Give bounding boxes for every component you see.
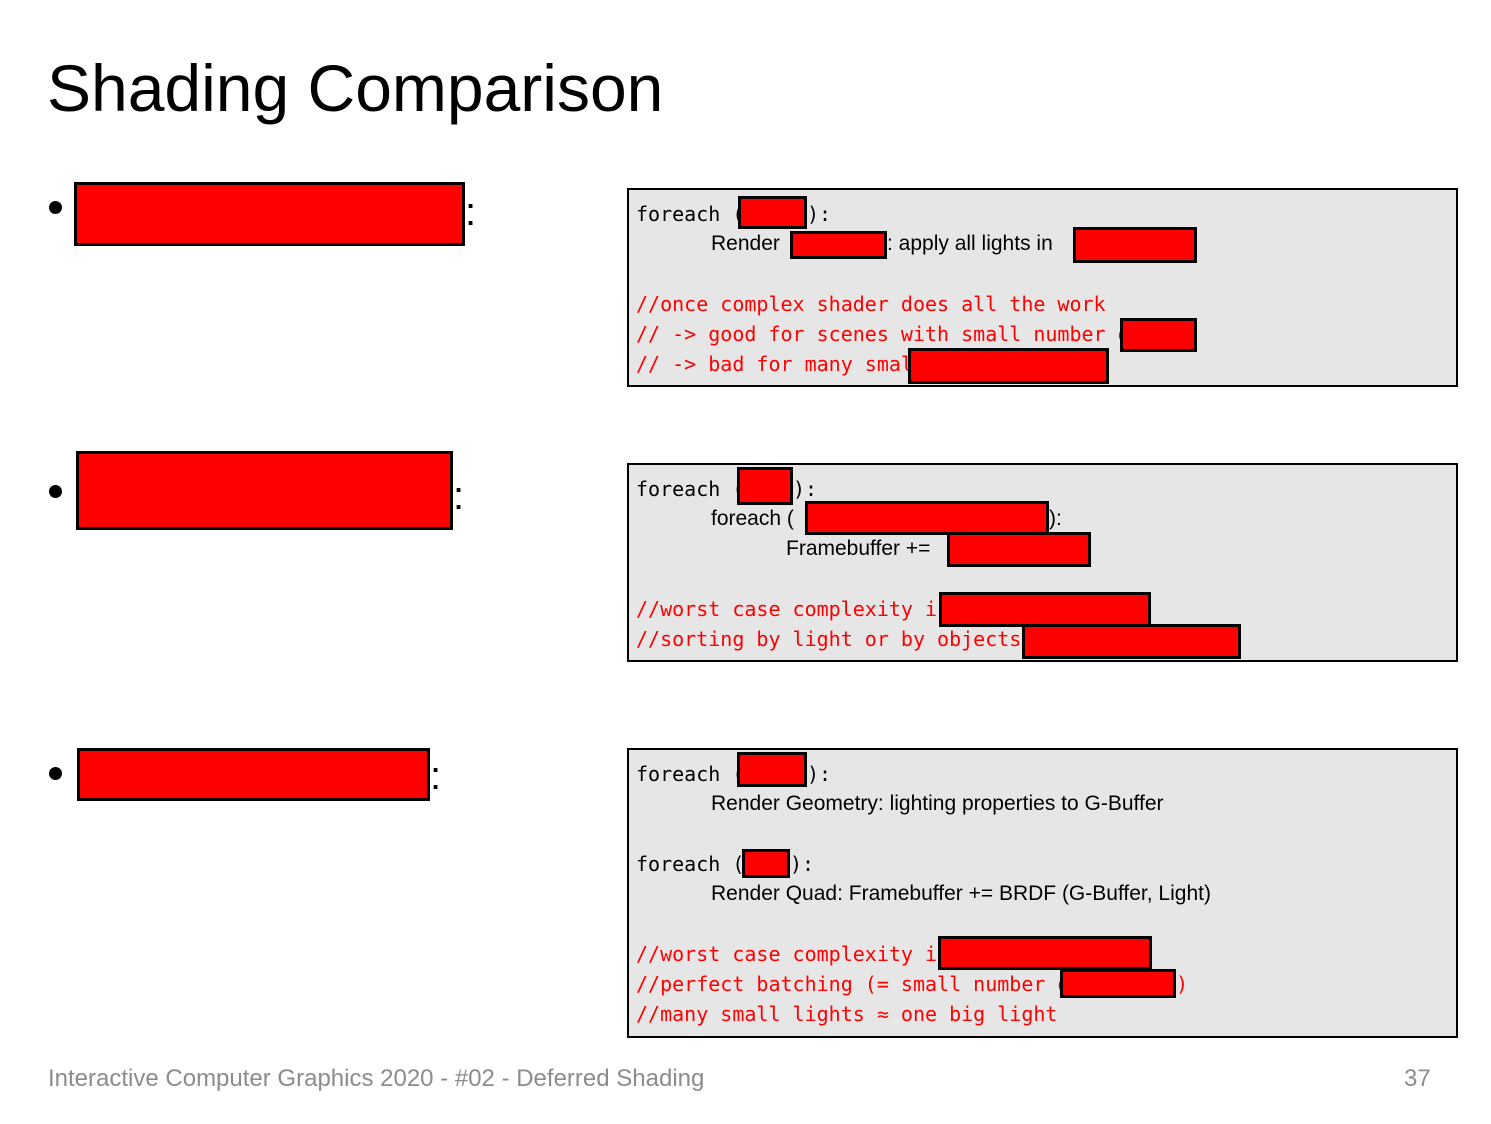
bullet-marker: [49, 767, 62, 780]
code-comment: // -> bad for many small: [636, 352, 925, 376]
bullet-marker: [49, 201, 62, 214]
redacted-code: [738, 196, 807, 229]
redacted-code: [805, 501, 1049, 535]
bullet-colon: :: [430, 754, 442, 798]
redacted-bullet-heading: [76, 451, 453, 530]
redacted-code: [908, 348, 1109, 384]
redacted-bullet-heading: [77, 748, 430, 801]
code-line: Render Quad: Framebuffer += BRDF (G-Buff…: [711, 882, 1211, 905]
code-line: Render Geometry: lighting properties to …: [711, 792, 1164, 815]
code-line: Render: [711, 232, 786, 255]
code-line: foreach (: [636, 762, 745, 786]
code-line: Framebuffer +=: [786, 537, 931, 560]
redacted-code: [1120, 318, 1197, 352]
code-line: ):: [790, 852, 815, 876]
code-comment: ): [1176, 972, 1189, 996]
redacted-code: [947, 532, 1091, 567]
code-comment: //once complex shader does all the work: [636, 292, 1106, 316]
redacted-code: [790, 231, 887, 259]
redacted-code: [1022, 624, 1241, 659]
code-comment: //perfect batching (= small number of: [636, 972, 1082, 996]
code-comment: //worst case complexity is: [636, 942, 950, 966]
code-comment: //sorting by light or by objects are: [636, 627, 1070, 651]
code-line: foreach (: [636, 202, 745, 226]
redacted-code: [938, 936, 1152, 970]
code-box-multipass-shading: foreach ( ): foreach ( ): Framebuffer +=…: [627, 463, 1458, 662]
redacted-code: [737, 467, 793, 505]
redacted-code: [1060, 969, 1176, 998]
redacted-code: [737, 752, 807, 787]
code-line: foreach (: [636, 477, 745, 501]
slide-title: Shading Comparison: [47, 51, 664, 125]
bullet-colon: :: [453, 474, 465, 518]
code-line: ):: [793, 477, 818, 501]
redacted-bullet-heading: [74, 182, 465, 246]
code-line: ):: [807, 202, 832, 226]
code-comment: //many small lights ≈ one big light: [636, 1002, 1058, 1026]
code-line: ):: [807, 762, 832, 786]
code-line: ):: [1049, 507, 1062, 530]
code-comment: //worst case complexity is: [636, 597, 950, 621]
slide-footer: Interactive Computer Graphics 2020 - #02…: [48, 1065, 705, 1092]
page-number: 37: [1404, 1065, 1431, 1092]
code-box-deferred-shading: foreach ( ): Render Geometry: lighting p…: [627, 748, 1458, 1038]
code-comment: // -> good for scenes with small number …: [636, 322, 1142, 346]
redacted-code: [939, 592, 1151, 627]
code-line: foreach (: [636, 852, 745, 876]
redacted-code: [1073, 227, 1197, 263]
code-line: : apply all lights in: [887, 232, 1053, 255]
bullet-colon: :: [465, 190, 477, 234]
code-line: foreach (: [711, 507, 794, 530]
bullet-marker: [49, 485, 62, 498]
code-box-forward-shading: foreach ( ): Render : apply all lights i…: [627, 188, 1458, 387]
redacted-code: [742, 849, 790, 878]
